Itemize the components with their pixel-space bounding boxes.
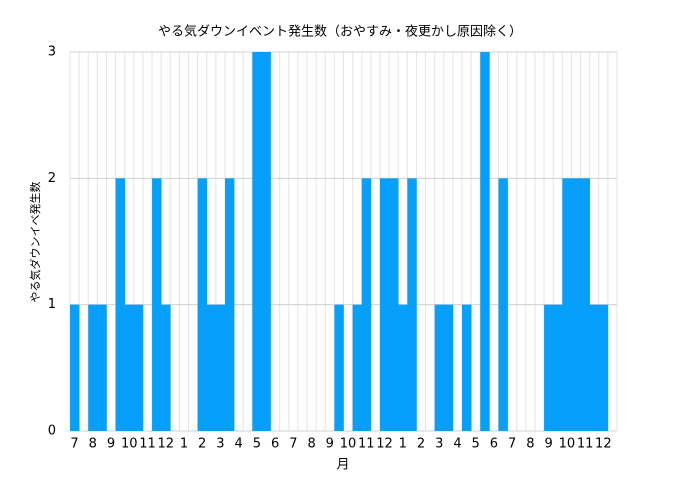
x-tick-label: 3 (435, 437, 443, 452)
bar (389, 178, 399, 431)
x-tick-label: 8 (307, 437, 315, 452)
x-tick-label: 9 (544, 437, 552, 452)
bar (407, 178, 417, 431)
bar (97, 304, 107, 431)
y-axis-label: やる気ダウンイベ発生数 (28, 182, 42, 303)
x-tick-label: 10 (121, 437, 138, 452)
bar (562, 178, 572, 431)
bar (480, 52, 490, 431)
x-tick-label: 11 (577, 437, 594, 452)
x-tick-label: 6 (271, 437, 279, 452)
y-tick-label: 3 (48, 45, 56, 60)
x-tick-label: 9 (326, 437, 334, 452)
y-tick-label: 2 (48, 171, 56, 186)
bar (215, 304, 226, 431)
x-tick-label: 11 (139, 437, 156, 452)
x-tick-label: 1 (180, 437, 188, 452)
x-tick-label: 8 (89, 437, 97, 452)
bar (398, 304, 408, 431)
x-tick-label: 10 (559, 437, 576, 452)
bar (571, 178, 581, 431)
x-tick-label: 12 (376, 437, 393, 452)
bar (589, 304, 600, 431)
x-tick-label: 5 (253, 437, 261, 452)
x-tick-label: 4 (235, 437, 243, 452)
y-tick-label: 0 (48, 424, 56, 439)
x-tick-label: 10 (340, 437, 357, 452)
bar (462, 304, 472, 431)
x-tick-label: 7 (70, 437, 78, 452)
x-tick-label: 2 (417, 437, 425, 452)
x-tick-label: 8 (526, 437, 534, 452)
x-tick-label: 6 (490, 437, 498, 452)
x-tick-label: 5 (472, 437, 480, 452)
x-tick-label: 7 (508, 437, 516, 452)
bar (598, 304, 609, 431)
bar (434, 304, 445, 431)
x-tick-label: 7 (289, 437, 297, 452)
bar (379, 178, 390, 431)
bar (261, 52, 271, 431)
x-tick-label: 9 (107, 437, 115, 452)
bar (252, 52, 262, 431)
x-axis-label: 月 (336, 458, 349, 473)
bar (161, 304, 171, 431)
x-tick-label: 12 (157, 437, 174, 452)
bar (197, 178, 208, 431)
bar (133, 304, 144, 431)
bar (88, 304, 98, 431)
bar (224, 178, 235, 431)
x-tick-label: 2 (198, 437, 206, 452)
bar (544, 304, 554, 431)
bar (352, 304, 363, 431)
bar (115, 178, 125, 431)
bar (361, 178, 372, 431)
bar (70, 304, 80, 431)
bar (124, 304, 135, 431)
bar (334, 304, 344, 431)
bar (206, 304, 217, 431)
x-tick-label: 11 (358, 437, 375, 452)
x-tick-label: 3 (216, 437, 224, 452)
x-tick-label: 1 (399, 437, 407, 452)
bar (498, 178, 508, 431)
y-tick-label: 1 (48, 297, 56, 312)
bar (152, 178, 162, 431)
bar (443, 304, 454, 431)
bar (553, 304, 563, 431)
x-tick-label: 4 (453, 437, 461, 452)
bar (580, 178, 590, 431)
chart-title: やる気ダウンイベント発生数（おやすみ・夜更かし原因除く） (158, 24, 522, 40)
x-tick-label: 12 (595, 437, 612, 452)
